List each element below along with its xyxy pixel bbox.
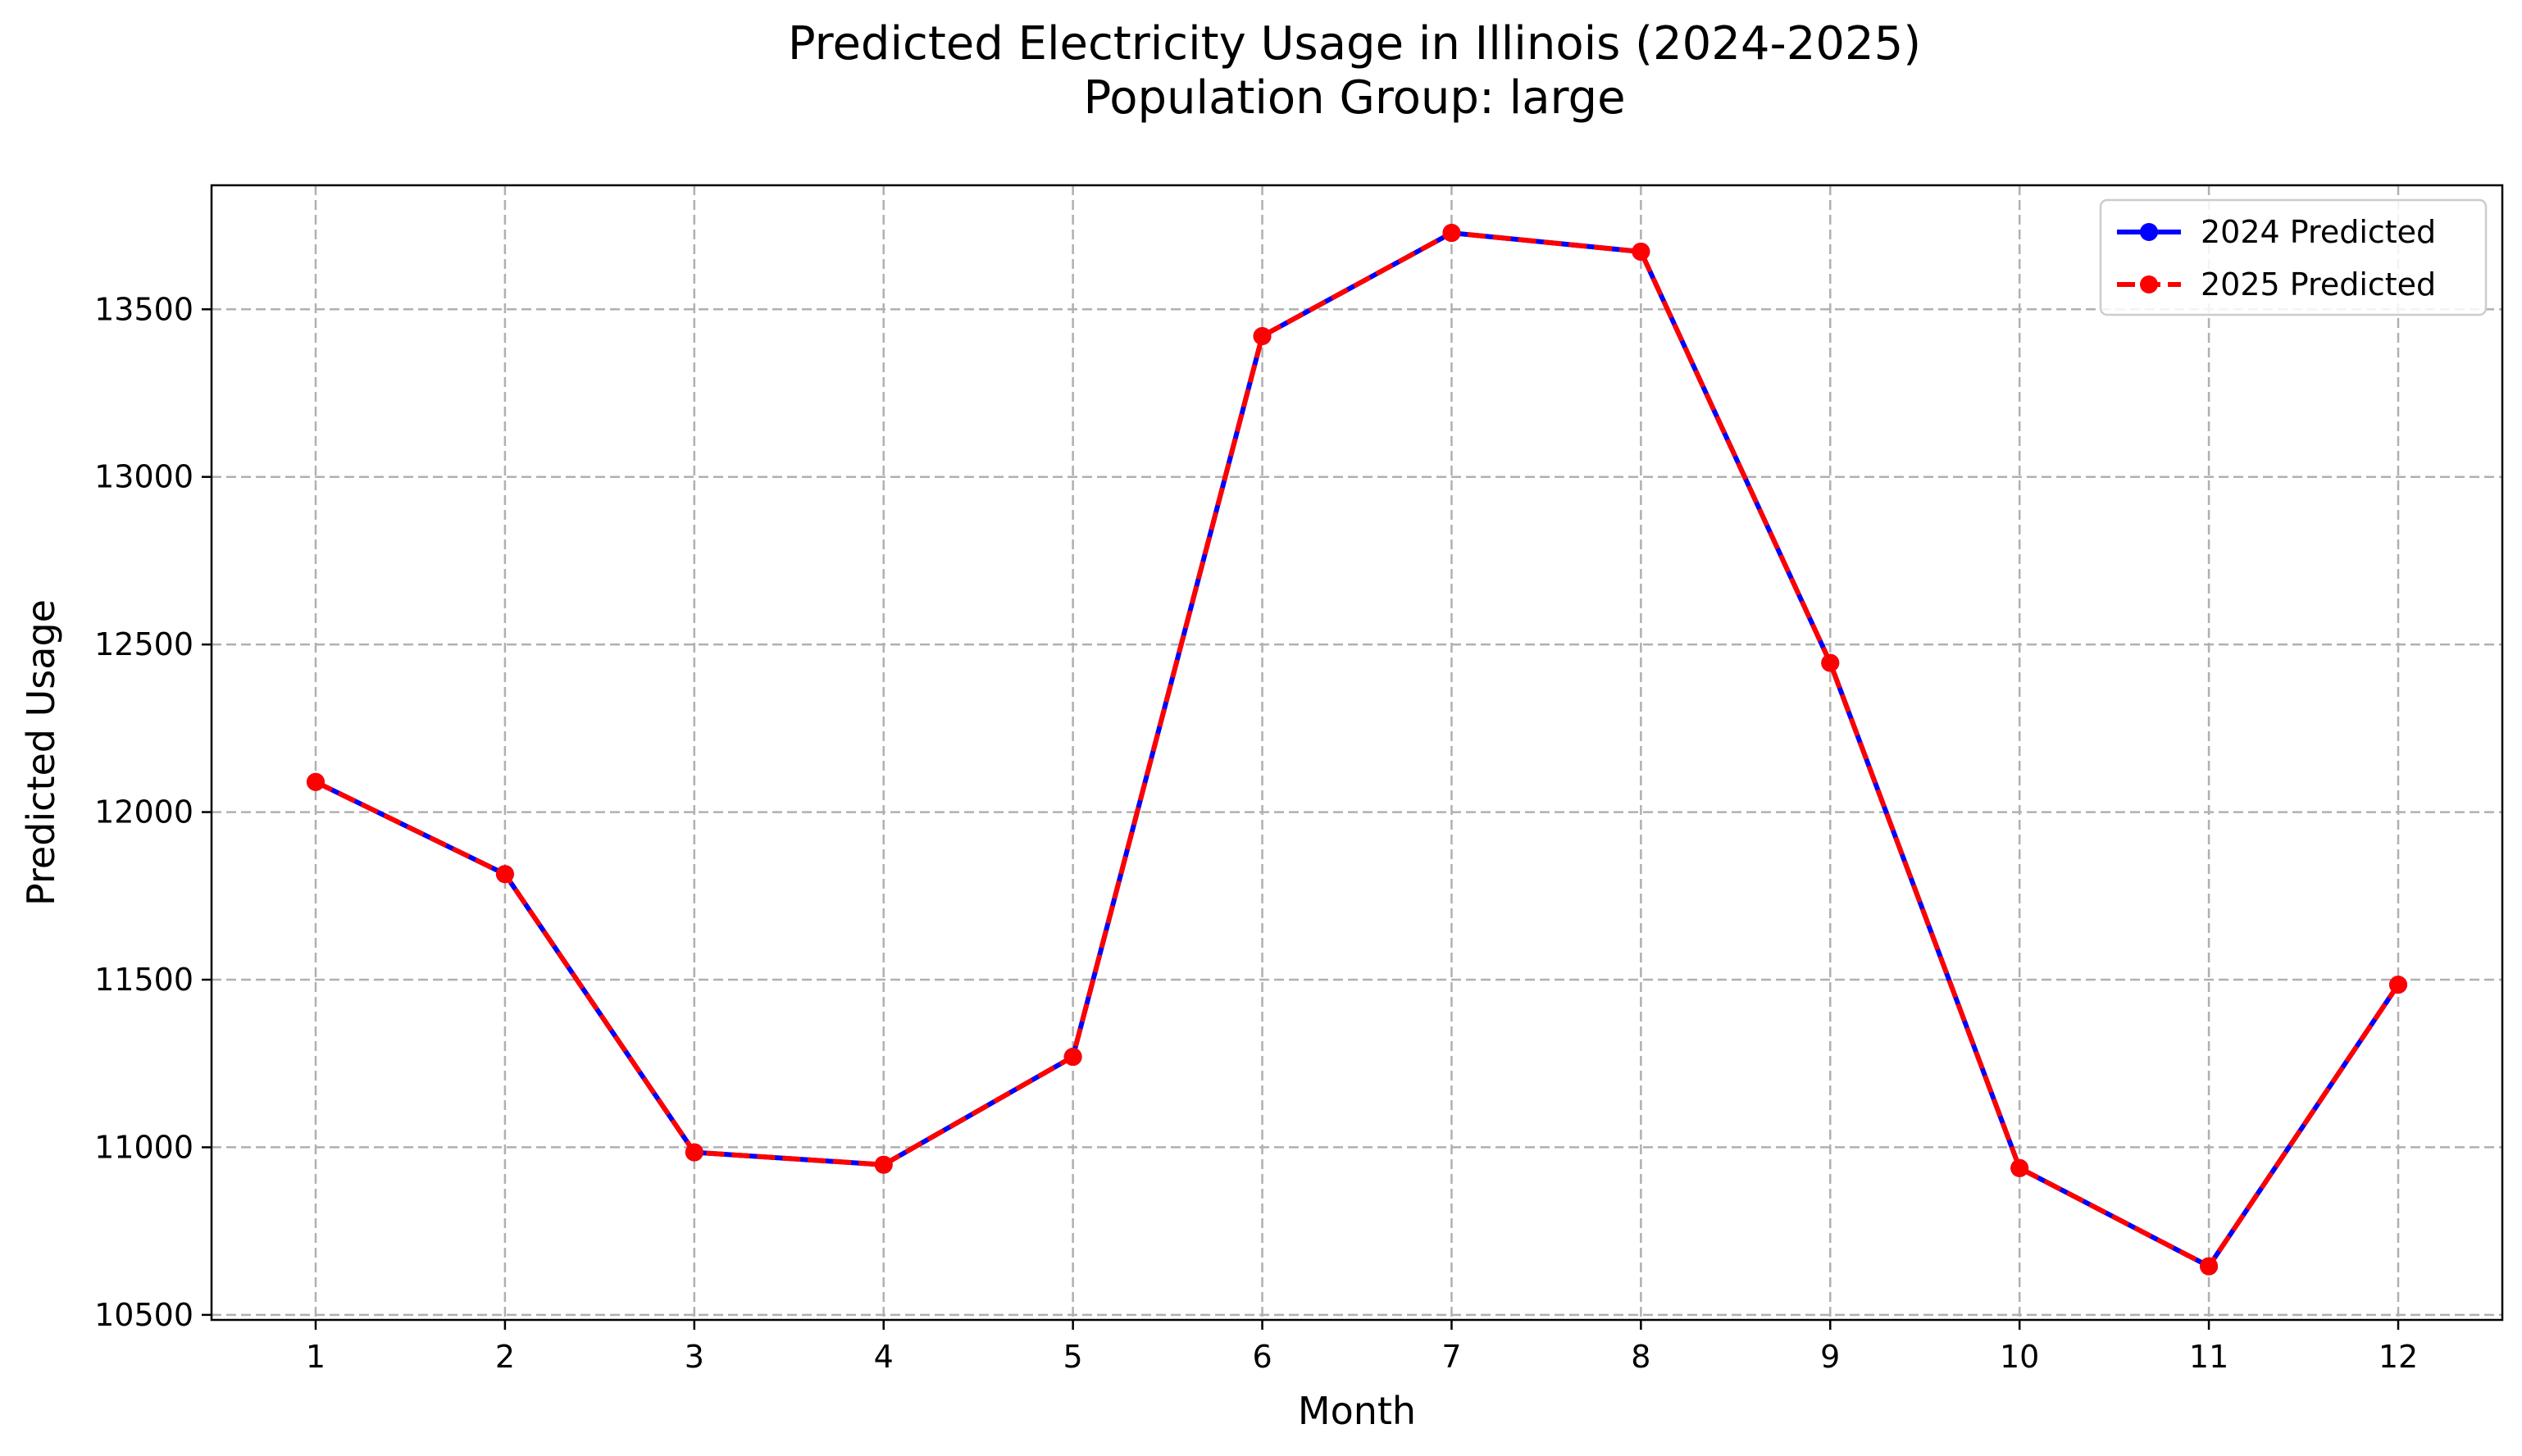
data-point <box>1632 242 1650 261</box>
legend-entry: 2025 Predicted <box>2117 266 2436 303</box>
y-tick-label: 11500 <box>94 962 193 998</box>
x-tick-label: 10 <box>2000 1339 2039 1375</box>
x-tick-label: 1 <box>306 1339 325 1375</box>
x-tick-label: 8 <box>1631 1339 1650 1375</box>
y-tick-label: 12000 <box>94 794 193 830</box>
data-point <box>2200 1257 2219 1276</box>
y-tick-label: 13000 <box>94 459 193 495</box>
data-point <box>2010 1158 2029 1177</box>
data-point <box>874 1155 893 1174</box>
x-tick-label: 4 <box>874 1339 894 1375</box>
data-point <box>1821 653 1840 672</box>
legend: 2024 Predicted 2025 Predicted <box>2099 198 2488 316</box>
plot-area-frame <box>210 184 2504 1322</box>
series-lines <box>307 224 2407 1276</box>
x-tick-label: 6 <box>1252 1339 1272 1375</box>
data-point <box>1253 326 1272 345</box>
data-point <box>685 1143 703 1162</box>
y-tick-label: 11000 <box>94 1129 193 1165</box>
x-tick-label: 2 <box>495 1339 515 1375</box>
legend-box <box>2099 198 2488 316</box>
legend-marker <box>2140 275 2158 293</box>
data-point <box>307 772 325 791</box>
series-line <box>314 230 2401 1269</box>
data-point <box>1063 1048 1082 1067</box>
axis-ticks: 1 2 3 4 5 6 7 8 9 10 11 121050011000115001200012500… <box>94 291 2418 1375</box>
series-2 <box>307 224 2407 1276</box>
legend-marker <box>2140 223 2158 241</box>
x-axis-label: Month <box>1298 1389 1416 1433</box>
x-tick-label: 5 <box>1063 1339 1083 1375</box>
data-point <box>2389 976 2407 994</box>
data-point <box>1442 224 1461 243</box>
y-tick-label: 12500 <box>94 626 193 662</box>
data-point <box>495 865 514 884</box>
grid <box>212 185 2502 1320</box>
x-tick-label: 9 <box>1820 1339 1840 1375</box>
x-tick-label: 11 <box>2189 1339 2228 1375</box>
y-axis-label: Predicted Usage <box>19 599 63 906</box>
y-tick-label: 10500 <box>94 1297 193 1333</box>
chart-subtitle: Population Group: large <box>1083 71 1625 125</box>
x-tick-label: 7 <box>1441 1339 1461 1375</box>
chart-title: Predicted Electricity Usage in Illinois … <box>788 17 1921 71</box>
legend-entry: 2024 Predicted <box>2117 214 2436 250</box>
legend-label: 2025 Predicted <box>2201 266 2436 303</box>
legend-label: 2024 Predicted <box>2201 214 2436 250</box>
x-tick-label: 3 <box>685 1339 704 1375</box>
x-tick-label: 12 <box>2379 1339 2418 1375</box>
y-tick-label: 13500 <box>94 291 193 327</box>
